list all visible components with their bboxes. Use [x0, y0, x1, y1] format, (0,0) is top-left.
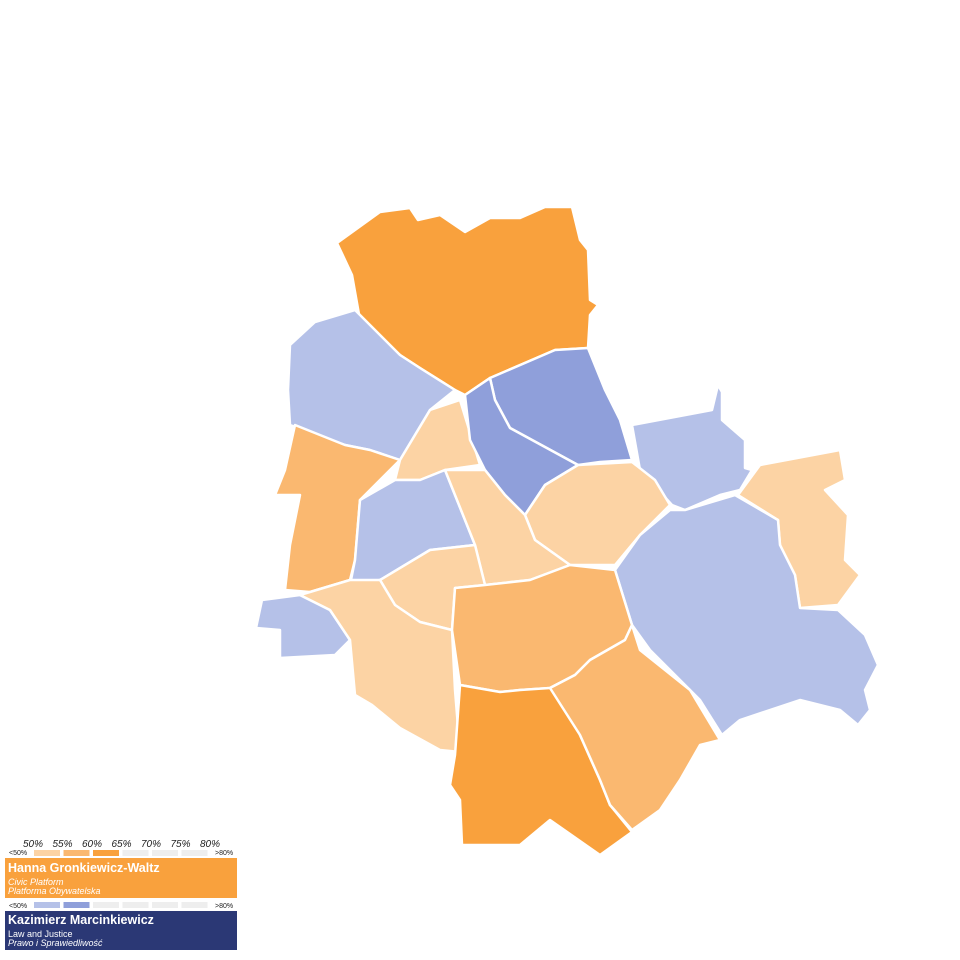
scale-label: 50%	[23, 839, 43, 850]
district	[448, 673, 634, 857]
district	[630, 383, 754, 512]
high-label: >80%	[215, 850, 233, 857]
scale-swatch	[63, 850, 90, 856]
scale-swatch	[152, 850, 178, 856]
scale-label: 75%	[170, 839, 190, 850]
legend: Hanna Gronkiewicz-Waltz Civic Platform P…	[5, 839, 237, 950]
scale-label: 60%	[82, 839, 102, 850]
scale-swatch	[34, 850, 60, 856]
scale-label: 55%	[52, 839, 72, 850]
candidate-box	[5, 911, 237, 950]
scale-swatch	[63, 902, 90, 908]
scale-label: 65%	[111, 839, 131, 850]
district	[613, 493, 880, 737]
scale-swatch	[122, 850, 149, 856]
scale-swatch	[34, 902, 60, 908]
district	[548, 623, 722, 832]
party-name: Law and Justice	[8, 929, 73, 939]
candidate-box	[5, 858, 237, 898]
scale-swatch	[93, 850, 119, 856]
low-label: <50%	[9, 903, 27, 910]
districts	[254, 205, 880, 857]
scale-swatch	[181, 850, 208, 856]
scale-swatch	[122, 902, 149, 908]
candidate-name: Kazimierz Marcinkiewicz	[8, 913, 154, 927]
low-label: <50%	[9, 850, 27, 857]
scale-swatch	[93, 902, 119, 908]
candidate-name: Hanna Gronkiewicz-Waltz	[8, 861, 160, 875]
party-native: Prawo i Sprawiedliwość	[8, 938, 103, 948]
scale-swatch	[152, 902, 178, 908]
scale-label: 80%	[200, 839, 220, 850]
party-name: Civic Platform	[8, 877, 64, 887]
party-native: Platforma Obywatelska	[8, 886, 101, 896]
scale-label: 70%	[141, 839, 161, 850]
scale-swatch	[181, 902, 208, 908]
high-label: >80%	[215, 903, 233, 910]
